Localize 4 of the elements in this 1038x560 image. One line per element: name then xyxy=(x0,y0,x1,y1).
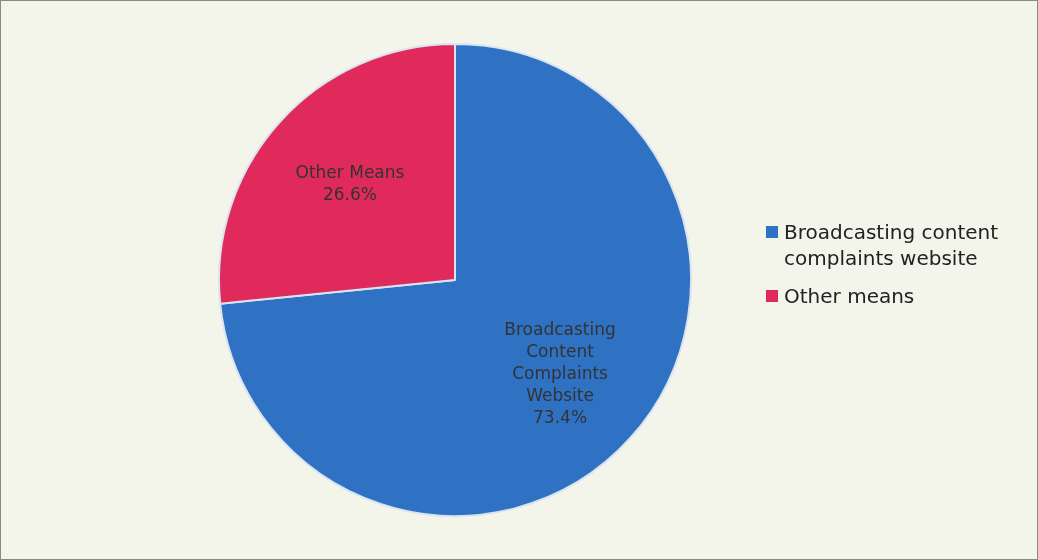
data-label: Broadcasting Content Complaints Website 73.4% xyxy=(504,319,616,428)
data-label: Other Means 26.6% xyxy=(295,162,405,205)
legend-label: Other means xyxy=(784,283,915,309)
legend-label: Broadcasting content complaints website xyxy=(784,219,1000,271)
